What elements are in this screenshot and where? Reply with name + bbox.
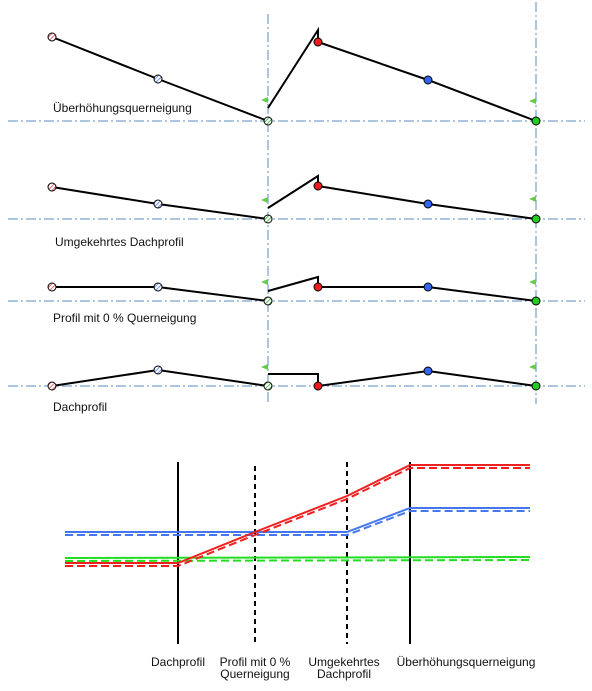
flag-icon xyxy=(529,279,536,285)
flag-icon xyxy=(529,98,536,104)
station-label-null: Profil mit 0 % Querneigung xyxy=(205,656,305,680)
green-point-icon xyxy=(531,116,541,126)
station-label-line1: Überhöhungsquerneigung xyxy=(396,655,536,669)
hatched-red-point-icon xyxy=(47,381,57,391)
hatched-green-point-icon xyxy=(263,214,273,224)
flag-icon xyxy=(261,97,268,103)
hatched-green-point-icon xyxy=(263,296,273,306)
profile-dach xyxy=(8,364,585,391)
profile-label-dach: Dachprofil xyxy=(53,400,108,414)
flag-icon xyxy=(529,364,536,370)
hatched-red-point-icon xyxy=(47,32,57,42)
profile-line-right xyxy=(267,26,537,122)
blue-point-icon xyxy=(423,199,433,209)
green-point-icon xyxy=(531,296,541,306)
profile-label-null: Profil mit 0 % Querneigung xyxy=(53,311,197,325)
station-label-line1: Profil mit 0 % xyxy=(219,655,291,669)
green-dashed-line xyxy=(64,559,531,562)
profile-line-right xyxy=(267,275,537,302)
hatched-red-point-icon xyxy=(47,282,57,292)
profile-null xyxy=(8,275,585,306)
red-point-icon xyxy=(313,181,323,191)
blue-point-icon xyxy=(423,366,433,376)
red-point-icon xyxy=(313,282,323,292)
flag-icon xyxy=(261,364,268,370)
hatched-blue-point-icon xyxy=(153,199,163,209)
hatched-green-point-icon xyxy=(263,381,273,391)
station-label-line1: Dachprofil xyxy=(150,655,206,669)
red-dashed-line xyxy=(65,467,530,567)
station-label-ueberhoehung: Überhöhungsquerneigung xyxy=(387,656,545,668)
green-solid-line xyxy=(64,556,531,559)
profile-label-ueberhoehung: Überhöhungsquerneigung xyxy=(53,101,192,115)
station-label-line1: Umgekehrtes xyxy=(308,655,380,669)
flag-icon xyxy=(529,196,536,202)
profile-line-right xyxy=(267,174,537,220)
flag-icon xyxy=(261,279,268,285)
hatched-blue-point-icon xyxy=(153,282,163,292)
red-point-icon xyxy=(313,381,323,391)
station-label-umgekehrt: Umgekehrtes Dachprofil xyxy=(294,656,394,680)
blue-point-icon xyxy=(423,75,433,85)
green-point-icon xyxy=(531,381,541,391)
green-point-icon xyxy=(531,214,541,224)
station-label-line2: Dachprofil xyxy=(316,667,372,681)
profile-line-right xyxy=(268,369,537,388)
transition-diagram xyxy=(64,462,531,644)
station-label-dachprofil: Dachprofil xyxy=(128,656,228,668)
blue-point-icon xyxy=(423,282,433,292)
flag-icon xyxy=(261,197,268,203)
hatched-blue-point-icon xyxy=(153,365,163,375)
profile-label-umgekehrt: Umgekehrtes Dachprofil xyxy=(55,235,184,249)
profile-ueberhoehung xyxy=(8,26,585,126)
blue-dashed-line xyxy=(65,510,530,536)
red-point-icon xyxy=(313,37,323,47)
hatched-green-point-icon xyxy=(263,116,273,126)
blue-solid-line xyxy=(65,507,530,533)
station-label-line2: Querneigung xyxy=(220,667,290,681)
hatched-blue-point-icon xyxy=(153,74,163,84)
hatched-red-point-icon xyxy=(47,182,57,192)
profile-umgekehrt xyxy=(8,174,585,224)
red-solid-line xyxy=(65,464,530,564)
